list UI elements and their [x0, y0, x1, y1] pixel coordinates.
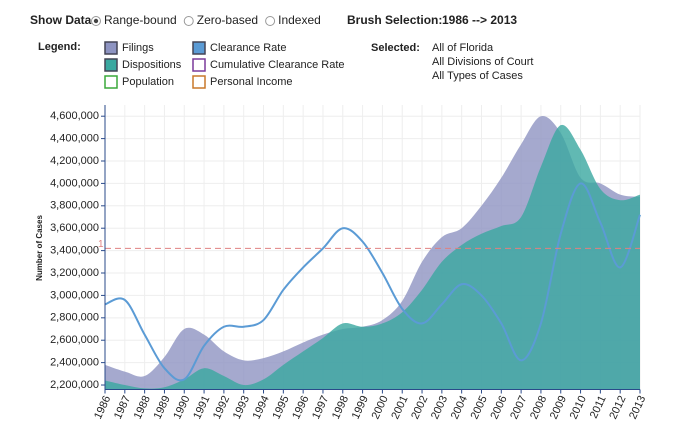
y-tick-label: 3,600,000	[50, 222, 99, 234]
y-tick-label: 4,000,000	[50, 177, 99, 189]
y-tick-label: 3,000,000	[50, 289, 99, 301]
x-tick-label: 1986	[92, 394, 113, 421]
legend-swatch[interactable]	[192, 41, 206, 55]
x-tick-label: 1991	[191, 394, 212, 421]
x-tick-label: 2003	[429, 394, 450, 421]
x-tick-label: 2000	[370, 394, 391, 421]
y-tick-label: 3,800,000	[50, 200, 99, 212]
x-tick-label: 1993	[231, 394, 252, 421]
y-tick-label: 2,400,000	[50, 357, 99, 369]
x-tick-label: 2006	[488, 394, 509, 421]
radio-label[interactable]: Range-bound	[104, 13, 177, 27]
x-tick-label: 1999	[350, 394, 371, 421]
x-tick-label: 1992	[211, 394, 232, 421]
brush-label: Brush Selection:	[347, 13, 442, 27]
x-tick-label: 2010	[568, 394, 589, 421]
x-tick-label: 1989	[152, 394, 173, 421]
legend-swatch[interactable]	[104, 41, 118, 55]
legend-swatch[interactable]	[104, 58, 118, 72]
x-tick-label: 1996	[290, 394, 311, 421]
legend-swatch[interactable]	[192, 75, 206, 89]
y-tick-label: 4,600,000	[50, 110, 99, 122]
x-tick-label: 2007	[508, 394, 529, 421]
x-tick-label: 1987	[112, 394, 133, 421]
y-tick-label: 3,200,000	[50, 267, 99, 279]
x-tick-label: 2001	[389, 394, 410, 421]
y-tick-label: 3,400,000	[50, 245, 99, 257]
x-tick-label: 2009	[548, 394, 569, 421]
x-tick-label: 2013	[627, 394, 648, 421]
selected-value: All of Florida	[432, 42, 494, 54]
radio-label[interactable]: Indexed	[278, 13, 321, 27]
x-tick-label: 2012	[607, 394, 628, 421]
x-tick-label: 2002	[409, 394, 430, 421]
radio-button[interactable]	[183, 16, 194, 26]
legend-swatch[interactable]	[192, 58, 206, 72]
legend-label[interactable]: Dispositions	[122, 59, 182, 71]
y-tick-label: 4,200,000	[50, 155, 99, 167]
legend-label[interactable]: Clearance Rate	[210, 42, 286, 54]
selected-label: Selected:	[371, 42, 420, 54]
area	[105, 124, 640, 390]
legend-label[interactable]: Cumulative Clearance Rate	[210, 59, 345, 71]
legend-label[interactable]: Filings	[122, 42, 154, 54]
brush-value: 1986 --> 2013	[442, 13, 517, 27]
radio-button[interactable]	[265, 16, 276, 26]
y-tick-label: 4,400,000	[50, 133, 99, 145]
x-tick-label: 2005	[469, 394, 490, 421]
radio-dot	[93, 18, 99, 24]
x-tick-label: 2008	[528, 394, 549, 421]
y-tick-label: 2,800,000	[50, 312, 99, 324]
x-tick-label: 1994	[251, 394, 272, 421]
radio-label[interactable]: Zero-based	[197, 13, 258, 27]
x-tick-label: 1990	[171, 394, 192, 421]
legend-label[interactable]: Personal Income	[210, 76, 293, 88]
selected-value: All Divisions of Court	[432, 56, 533, 68]
selected-value: All Types of Cases	[432, 70, 523, 82]
y-tick-label: 2,600,000	[50, 334, 99, 346]
x-tick-label: 1988	[132, 394, 153, 421]
legend-label[interactable]: Population	[122, 76, 174, 88]
y-tick-label: 2,200,000	[50, 379, 99, 391]
reference-label: 1	[98, 239, 104, 250]
x-tick-label: 1995	[270, 394, 291, 421]
x-tick-label: 2011	[588, 394, 609, 421]
y-axis-label: Number of Cases	[35, 215, 44, 281]
x-tick-label: 2004	[449, 394, 470, 421]
show-data-label: Show Data:	[30, 13, 95, 27]
x-tick-label: 1997	[310, 394, 331, 421]
legend-swatch[interactable]	[104, 75, 118, 89]
legend-label: Legend:	[38, 41, 81, 53]
line	[104, 182, 641, 382]
x-tick-label: 1998	[330, 394, 351, 421]
